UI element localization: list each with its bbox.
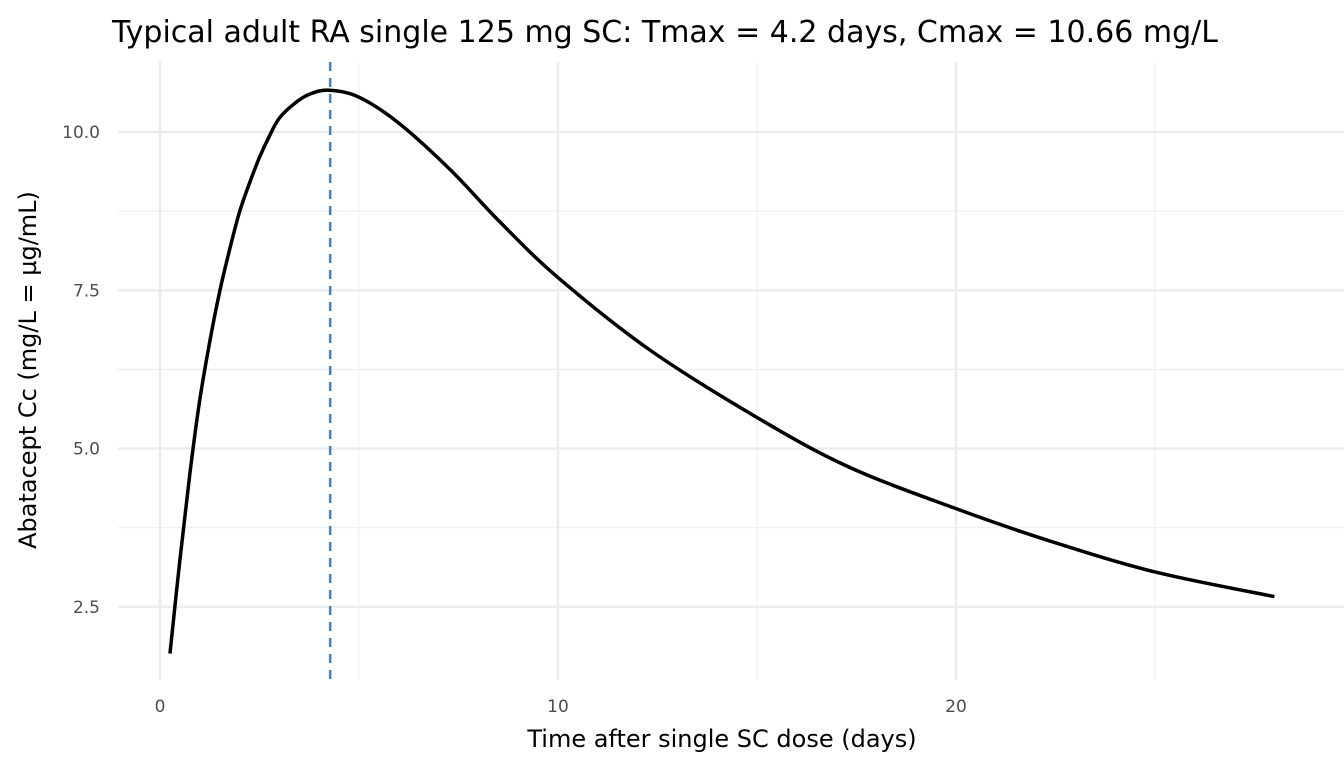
chart-title: Typical adult RA single 125 mg SC: Tmax … — [111, 15, 1218, 50]
x-tick-label: 20 — [945, 697, 967, 717]
x-axis-label: Time after single SC dose (days) — [526, 725, 916, 753]
y-tick-label: 2.5 — [73, 598, 100, 618]
x-tick-label: 10 — [547, 697, 569, 717]
ticks: 0 10 20 2.5 5.0 7.5 10.0 — [62, 123, 967, 717]
x-tick-label: 0 — [155, 697, 166, 717]
grid — [118, 62, 1344, 680]
y-tick-label: 10.0 — [62, 123, 100, 143]
y-tick-label: 5.0 — [73, 440, 100, 460]
y-tick-label: 7.5 — [73, 281, 100, 301]
y-axis-label: Abatacept Cc (mg/L = µg/mL) — [14, 191, 42, 549]
concentration-line — [168, 88, 1275, 654]
